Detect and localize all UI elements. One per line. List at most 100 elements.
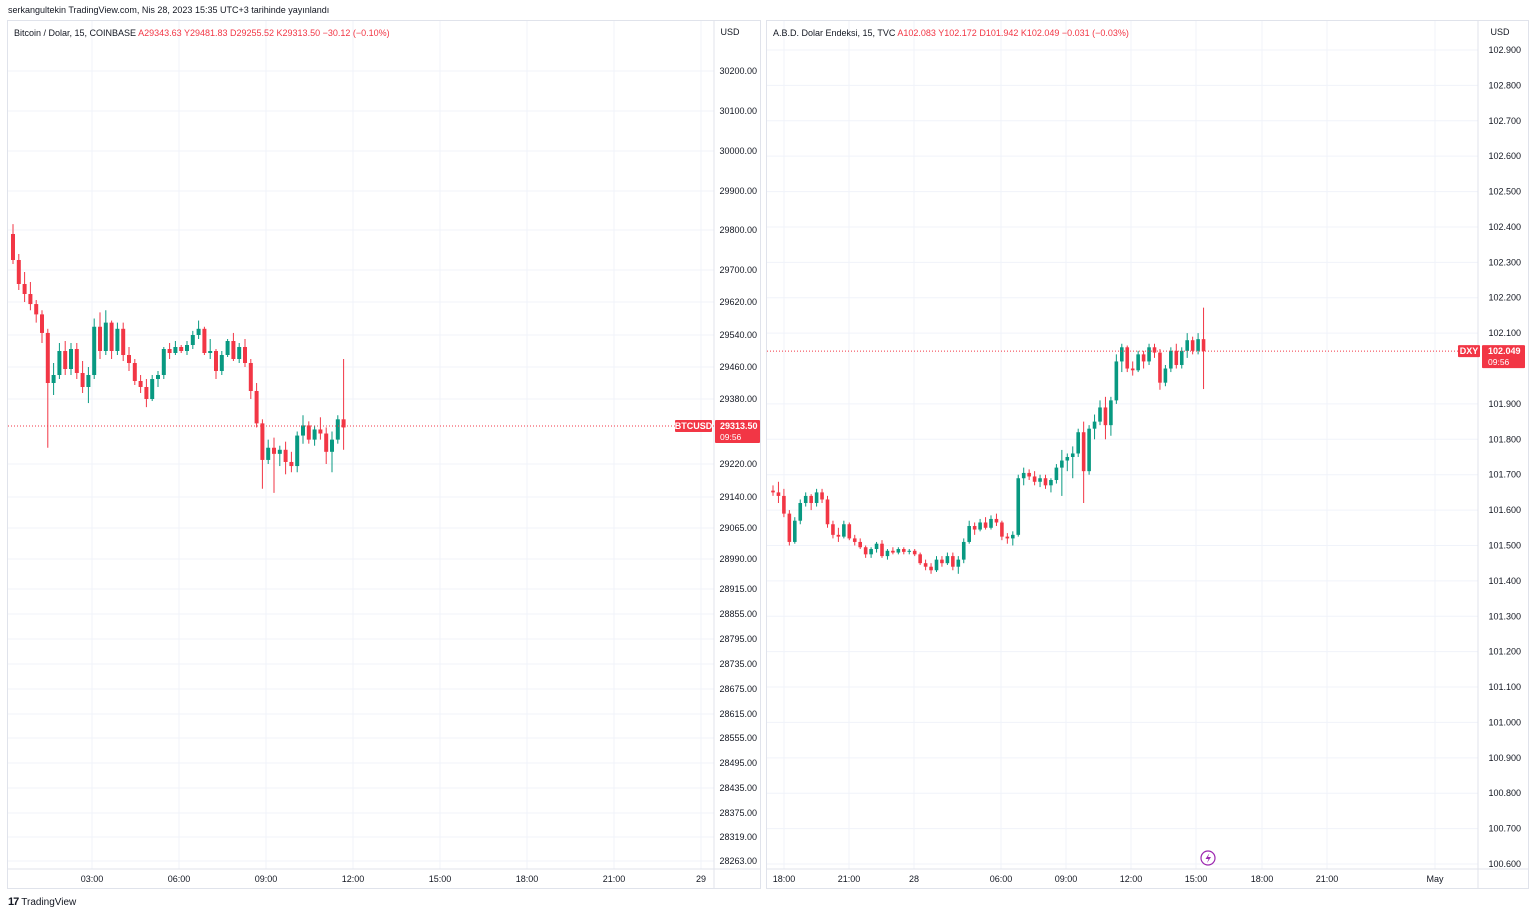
dxy-legend: A.B.D. Dolar Endeksi, 15, TVC A102.083 Y…	[773, 28, 1129, 38]
candle	[144, 379, 149, 408]
y-axis-tick-label: 30200.00	[719, 66, 757, 76]
candle	[103, 310, 108, 355]
candle	[57, 343, 62, 379]
candle	[156, 371, 160, 387]
dxy-legend-ohlc: A102.083 Y102.172 D101.942 K102.049 −0.0…	[897, 28, 1129, 38]
candle	[1032, 471, 1037, 486]
candle	[179, 345, 184, 353]
candle	[190, 330, 195, 349]
candle	[109, 320, 114, 359]
candle	[1098, 400, 1102, 426]
candle	[185, 341, 189, 355]
candle	[1005, 533, 1010, 544]
candle	[831, 520, 835, 539]
y-axis-tick-label: 102.300	[1488, 257, 1521, 267]
candle	[782, 488, 786, 518]
x-axis-tick-label: 29	[696, 874, 706, 884]
candle	[1011, 531, 1015, 546]
y-axis-tick-label: 30000.00	[719, 146, 757, 156]
y-axis-tick-label: 30100.00	[719, 106, 757, 116]
y-axis-tick-label: 101.300	[1488, 611, 1521, 621]
candle	[45, 328, 50, 448]
candle	[809, 494, 813, 511]
lightning-icon[interactable]	[1200, 850, 1216, 866]
candle	[63, 341, 68, 375]
candle	[798, 499, 803, 525]
candle	[341, 359, 346, 450]
candle	[40, 310, 44, 343]
y-axis-tick-label: 29220.00	[719, 459, 757, 469]
candle	[1054, 464, 1059, 484]
candle	[880, 540, 884, 558]
candle	[934, 556, 939, 573]
candle	[836, 527, 841, 542]
candle	[891, 547, 895, 555]
candle	[1136, 350, 1140, 373]
x-axis-tick-label: 18:00	[773, 874, 796, 884]
svg-text:BTCUSD: BTCUSD	[675, 421, 713, 431]
candle	[11, 224, 15, 264]
candle	[127, 347, 131, 371]
candle	[1179, 347, 1184, 369]
candle	[289, 451, 294, 473]
y-axis-tick-label: 29800.00	[719, 225, 757, 235]
y-axis-tick-label: 28555.00	[719, 733, 757, 743]
candle	[902, 547, 906, 555]
y-axis-tick-label: 29700.00	[719, 265, 757, 275]
dxy-chart-canvas[interactable]: 18:00 21:00 28 06:00 09:00 12:00 15:00 18:00 21:…	[767, 21, 1528, 888]
candle	[324, 427, 329, 464]
candle	[1201, 307, 1206, 390]
candle	[1196, 333, 1200, 355]
candle	[1114, 354, 1119, 404]
y-axis-tick-label: 101.900	[1488, 399, 1521, 409]
candle	[335, 415, 340, 444]
btc-legend-ohlc: A29343.63 Y29481.83 D29255.52 K29313.50 …	[138, 28, 390, 38]
tradingview-brand[interactable]: 17 TradingView	[8, 896, 76, 908]
x-axis-tick-label: 15:00	[1185, 874, 1208, 884]
candle	[847, 522, 852, 541]
candle	[842, 520, 846, 539]
y-axis-tick-label: 102.900	[1488, 45, 1521, 55]
y-axis-tick-label: 28615.00	[719, 709, 757, 719]
candle	[34, 300, 39, 323]
btc-chart-pane[interactable]: 03:00 06:00 09:00 12:00 15:00 18:00 21:00 29 USD…	[7, 20, 761, 889]
y-axis-tick-label: 29380.00	[719, 394, 757, 404]
candle	[312, 425, 317, 446]
svg-text:09:56: 09:56	[1488, 357, 1510, 367]
candle	[196, 320, 201, 339]
btc-legend-symbol: Bitcoin / Dolar, 15, COINBASE	[14, 28, 137, 38]
candle	[51, 363, 56, 395]
x-axis-tick-label: 06:00	[990, 874, 1013, 884]
svg-text:29313.50: 29313.50	[720, 421, 758, 431]
y-axis-tick-label: 28915.00	[719, 584, 757, 594]
y-axis-tick-label: 28855.00	[719, 609, 757, 619]
svg-text:102.049: 102.049	[1488, 346, 1521, 356]
candle	[214, 349, 218, 379]
candle	[283, 441, 288, 475]
svg-text:09:56: 09:56	[720, 432, 742, 442]
x-axis-tick-label: 21:00	[1316, 874, 1339, 884]
candle	[225, 339, 230, 357]
y-axis-tick-label: 102.400	[1488, 222, 1521, 232]
candle	[1076, 428, 1080, 457]
candle	[254, 383, 259, 428]
y-axis-tick-label: 28435.00	[719, 783, 757, 793]
dxy-chart-pane[interactable]: 18:00 21:00 28 06:00 09:00 12:00 15:00 18:00 21:…	[766, 20, 1529, 889]
candle	[92, 318, 97, 379]
candle	[86, 367, 91, 404]
candle	[1043, 474, 1048, 489]
btc-chart-canvas[interactable]: 03:00 06:00 09:00 12:00 15:00 18:00 21:00 29 USD…	[8, 21, 760, 888]
candle	[929, 563, 933, 574]
y-axis-tick-label: 100.900	[1488, 753, 1521, 763]
candle	[1125, 345, 1130, 373]
candle	[776, 481, 781, 504]
candle	[28, 282, 33, 311]
y-axis-tick-label: 28795.00	[719, 634, 757, 644]
candle	[1169, 347, 1173, 373]
candle	[1158, 349, 1162, 390]
svg-text:DXY: DXY	[1460, 346, 1479, 356]
tradingview-brand-label: TradingView	[21, 896, 77, 908]
x-axis-tick-label: 12:00	[342, 874, 365, 884]
candle	[121, 322, 126, 361]
